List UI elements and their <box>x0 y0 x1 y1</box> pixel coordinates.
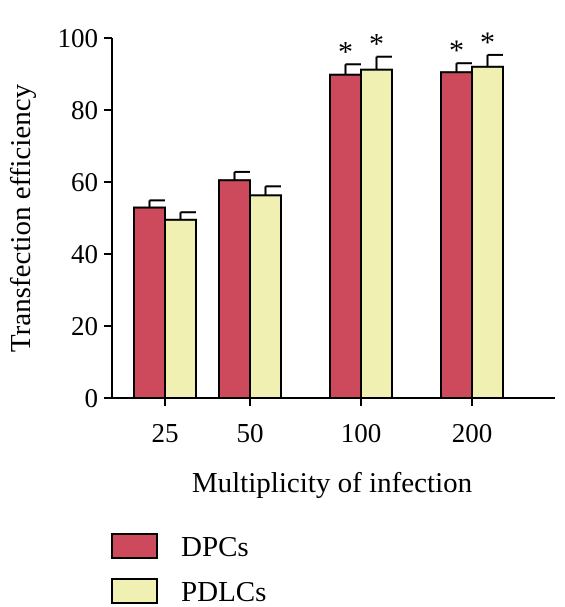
legend-swatch-pdlcs <box>111 578 158 604</box>
bar-dpcs-100 <box>329 73 362 399</box>
significance-star: * <box>338 35 353 68</box>
y-tick-label: 60 <box>71 167 98 197</box>
bar-pdlcs-200 <box>471 65 504 400</box>
significance-star: * <box>369 28 384 61</box>
y-tick-label: 40 <box>71 239 98 269</box>
bar-dpcs-25 <box>133 206 166 399</box>
significance-markers: * * * * <box>338 26 495 68</box>
bar-pdlcs-25 <box>164 218 197 399</box>
plot-area: 0 20 40 60 80 100 25 50 100 200 * * * * <box>58 23 555 448</box>
significance-star: * <box>480 26 495 59</box>
legend: DPCs PDLCs <box>111 531 266 607</box>
bar-pdlcs-50 <box>249 194 282 399</box>
x-tick-label: 50 <box>237 418 264 448</box>
y-axis-title: Transfection efficiency <box>5 83 37 352</box>
bar-pdlcs-100 <box>360 68 393 400</box>
y-ticks: 0 20 40 60 80 100 <box>58 23 112 413</box>
error-bars <box>148 53 503 220</box>
x-tick-label: 100 <box>341 418 382 448</box>
y-tick-label: 20 <box>71 311 98 341</box>
x-ticks: 25 50 100 200 <box>152 398 493 448</box>
x-axis-title: Multiplicity of infection <box>192 467 473 499</box>
legend-swatch-dpcs <box>111 533 158 559</box>
significance-star: * <box>449 34 464 67</box>
x-tick-label: 200 <box>452 418 493 448</box>
bars <box>133 65 504 400</box>
y-tick-label: 0 <box>85 383 99 413</box>
legend-label-pdlcs: PDLCs <box>181 576 266 607</box>
bar-dpcs-50 <box>218 179 251 399</box>
x-tick-label: 25 <box>152 418 179 448</box>
bar-dpcs-200 <box>440 71 473 399</box>
y-tick-label: 80 <box>71 95 98 125</box>
legend-label-dpcs: DPCs <box>181 531 249 563</box>
y-tick-label: 100 <box>58 23 99 53</box>
